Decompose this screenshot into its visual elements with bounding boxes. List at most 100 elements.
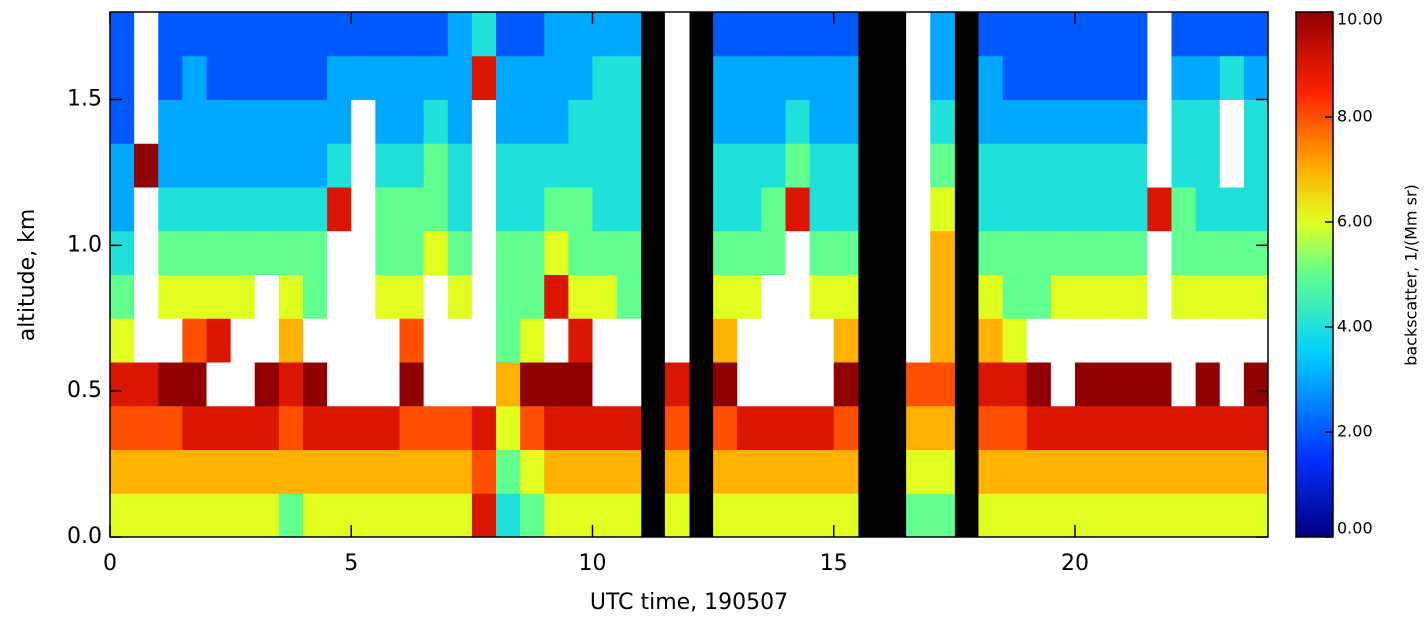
heatmap-cell: [1050, 362, 1076, 407]
heatmap-cell: [158, 187, 183, 232]
heatmap-cell: [375, 187, 400, 232]
heatmap-cell: [496, 362, 521, 407]
heatmap-cell: [496, 187, 521, 232]
heatmap-cell: [375, 405, 400, 450]
heatmap-cell: [1002, 449, 1028, 494]
heatmap-cell: [1147, 143, 1172, 188]
heatmap-cell: [616, 274, 642, 319]
heatmap-cell: [1002, 12, 1028, 57]
heatmap-cell: [785, 449, 811, 494]
heatmap-cell: [327, 187, 352, 232]
heatmap-cell: [1243, 187, 1269, 232]
y-tick-label: 1.0: [67, 232, 102, 257]
heatmap-cell: [664, 493, 690, 538]
heatmap-cell: [206, 318, 232, 363]
heatmap-cell: [182, 99, 207, 144]
heatmap-cell: [327, 318, 352, 363]
heatmap-cell: [1026, 99, 1052, 144]
heatmap-cell: [254, 493, 280, 538]
heatmap-cell: [1050, 318, 1076, 363]
heatmap-cell: [592, 274, 618, 319]
heatmap-cell: [110, 187, 135, 232]
heatmap-cell: [254, 362, 280, 407]
heatmap-cell: [182, 143, 207, 188]
heatmap-cell: [351, 12, 376, 57]
heatmap-cell: [833, 318, 859, 363]
heatmap-cell: [278, 187, 304, 232]
heatmap-cell: [327, 449, 352, 494]
heatmap-cell: [1171, 493, 1197, 538]
heatmap-cell: [785, 230, 811, 275]
y-tick-label: 0.0: [67, 524, 102, 549]
heatmap-cell: [110, 449, 135, 494]
heatmap-cell: [471, 493, 497, 538]
heatmap-cell: [1123, 274, 1148, 319]
heatmap-cell: [761, 12, 786, 57]
heatmap-cell: [230, 230, 256, 275]
heatmap-cell: [1123, 187, 1148, 232]
heatmap-cell: [1123, 143, 1148, 188]
heatmap-cell: [1002, 187, 1028, 232]
heatmap-cell: [544, 187, 569, 232]
heatmap-cell: [713, 493, 738, 538]
heatmap-cell: [278, 493, 304, 538]
heatmap-cell: [809, 99, 835, 144]
heatmap-cell: [447, 318, 473, 363]
heatmap-cell: [737, 318, 762, 363]
heatmap-cell: [182, 449, 207, 494]
heatmap-cell: [833, 143, 859, 188]
heatmap-cell: [1243, 405, 1269, 450]
heatmap-cell: [664, 99, 690, 144]
heatmap-cell: [664, 55, 690, 100]
heatmap-cell: [1243, 143, 1269, 188]
heatmap-cell: [833, 449, 859, 494]
heatmap-cell: [351, 318, 376, 363]
heatmap-cell: [1050, 274, 1076, 319]
heatmap-cell: [761, 362, 786, 407]
heatmap-cell: [278, 12, 304, 57]
heatmap-cell: [1026, 318, 1052, 363]
heatmap-cell: [592, 55, 618, 100]
heatmap-cell: [616, 99, 642, 144]
heatmap-cell: [496, 318, 521, 363]
heatmap-cell: [1171, 449, 1197, 494]
heatmap-cell: [423, 449, 449, 494]
heatmap-cell: [496, 12, 521, 57]
heatmap-cell: [254, 318, 280, 363]
heatmap-cell: [158, 449, 183, 494]
heatmap-cell: [1147, 12, 1172, 57]
heatmap-cell: [134, 12, 159, 57]
heatmap-cell: [206, 143, 232, 188]
heatmap-cell: [568, 143, 593, 188]
heatmap-cell: [471, 143, 497, 188]
heatmap-cell: [520, 99, 545, 144]
heatmap-cell: [182, 405, 207, 450]
heatmap-cell: [737, 187, 762, 232]
heatmap-cell: [206, 405, 232, 450]
heatmap-cell: [592, 362, 618, 407]
heatmap-cell: [423, 55, 449, 100]
heatmap-cell: [1219, 449, 1245, 494]
heatmap-cell: [1002, 405, 1028, 450]
heatmap-cell: [809, 493, 835, 538]
heatmap-cell: [664, 449, 690, 494]
heatmap-cell: [303, 143, 328, 188]
heatmap-cell: [230, 274, 256, 319]
heatmap-cell: [1171, 405, 1197, 450]
colorbar-tick-label: 2.00: [1337, 422, 1373, 441]
heatmap-cell: [327, 493, 352, 538]
heatmap-cell: [254, 55, 280, 100]
heatmap-cell: [1195, 274, 1221, 319]
heatmap-cell: [1243, 55, 1269, 100]
heatmap-cell: [206, 274, 232, 319]
heatmap-cell: [278, 274, 304, 319]
heatmap-cell: [134, 99, 159, 144]
heatmap-cell: [544, 318, 569, 363]
heatmap-cell: [592, 493, 618, 538]
heatmap-cell: [761, 230, 786, 275]
heatmap-cell: [1099, 405, 1124, 450]
heatmap-cell: [1099, 143, 1124, 188]
heatmap-cell: [930, 230, 955, 275]
heatmap-cell: [809, 449, 835, 494]
